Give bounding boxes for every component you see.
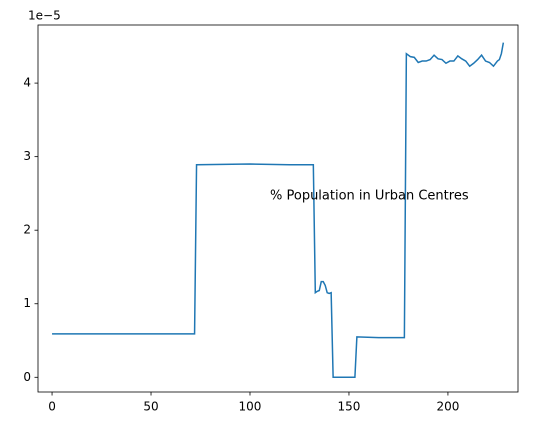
x-tick-label: 200 bbox=[436, 400, 459, 414]
y-tick-label: 1 bbox=[23, 296, 31, 310]
x-tick-label: 0 bbox=[48, 400, 56, 414]
x-tick-label: 150 bbox=[338, 400, 361, 414]
y-tick-label: 3 bbox=[23, 149, 31, 163]
annotation: % Population in Urban Centres bbox=[270, 189, 469, 204]
x-tick-label: 50 bbox=[143, 400, 158, 414]
x-tick-label: 100 bbox=[239, 400, 262, 414]
y-offset-label: 1e−5 bbox=[28, 9, 61, 23]
plot-frame bbox=[37, 24, 519, 393]
y-tick-label: 0 bbox=[23, 370, 31, 384]
y-tick-label: 4 bbox=[23, 76, 31, 90]
data-line bbox=[52, 42, 505, 379]
y-tick-label: 2 bbox=[23, 223, 31, 237]
